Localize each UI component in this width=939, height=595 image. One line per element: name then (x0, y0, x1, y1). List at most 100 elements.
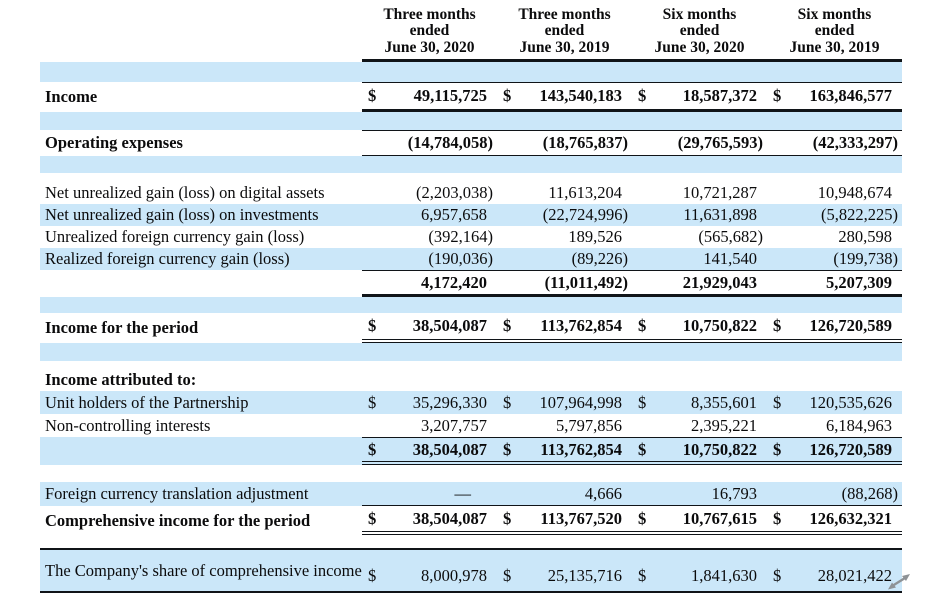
row-values: 4,172,420 (11,011,492) 21,929,043 5,207,309 (362, 270, 902, 297)
value-cell: $143,540,183 (497, 83, 632, 109)
value-cell: $8,000,978 (362, 550, 497, 591)
value-cell: (199,738) (767, 248, 902, 270)
cell-value: (5,822,225) (821, 205, 898, 224)
dollar-sign: $ (773, 86, 782, 105)
dollar-sign: $ (368, 508, 377, 528)
cell-value: (89,226) (571, 249, 628, 268)
dollar-sign: $ (503, 508, 512, 528)
row-label: Non-controlling interests (45, 415, 211, 435)
value-cell: 2,395,221 (632, 414, 767, 437)
row-values: $35,296,330 $107,964,998 $8,355,601 $120,53… (362, 391, 902, 414)
dollar-sign: $ (368, 86, 377, 105)
value-cell: 5,797,856 (497, 414, 632, 437)
cell-value: (199,738) (833, 249, 898, 268)
value-cell: $49,115,725 (362, 83, 497, 109)
spacer-row (40, 343, 902, 361)
row-label: Unrealized foreign currency gain (loss) (45, 227, 305, 247)
value-cell: 10,948,674 (767, 182, 902, 204)
dollar-sign: $ (368, 439, 377, 459)
row-total-attributed: $38,504,087 $113,762,854 $10,750,822 $126,7… (40, 437, 902, 465)
header-spacer (40, 0, 362, 62)
value-cell: $107,964,998 (497, 391, 632, 414)
row-comprehensive-income: Comprehensive income for the period $38,5… (40, 506, 902, 535)
cell-value: 163,846,577 (809, 86, 893, 105)
cell-value: (190,036) (428, 249, 493, 268)
row-net-unrealized-digital-assets: Net unrealized gain (loss) on digital as… (40, 182, 902, 204)
value-cell (632, 369, 767, 391)
row-values: 6,957,658 (22,724,996) 11,631,898 (5,822,22… (362, 204, 902, 226)
value-cell: $113,762,854 (497, 313, 632, 339)
value-cell: $126,632,321 (767, 506, 902, 531)
cell-value: 6,184,963 (826, 415, 892, 435)
spacer-row (40, 361, 902, 369)
cell-value: 5,207,309 (826, 272, 892, 292)
row-label: Net unrealized gain (loss) on digital as… (45, 183, 325, 203)
row-label: Income (45, 87, 98, 107)
cell-value: 16,793 (711, 483, 757, 503)
row-fx-translation-adjustment: Foreign currency translation adjustment —… (40, 482, 902, 506)
spacer-row (40, 173, 902, 182)
table-header: Three months ended June 30, 2020 Three m… (40, 0, 902, 62)
spacer-row (40, 465, 902, 482)
column-header-six-months-2020: Six months ended June 30, 2020 (654, 5, 745, 56)
cell-value: 113,767,520 (540, 508, 622, 528)
cell-value: 113,762,854 (540, 439, 622, 459)
cell-value: 28,021,422 (817, 566, 892, 585)
row-values (362, 369, 902, 391)
value-cell: 11,613,204 (497, 182, 632, 204)
value-cell: $38,504,087 (362, 506, 497, 531)
row-label: The Company's share of comprehensive inc… (45, 560, 362, 580)
row-unit-holders: Unit holders of the Partnership $35,296,3… (40, 391, 902, 414)
value-cell: (18,765,837) (497, 131, 632, 155)
value-cell: $113,762,854 (497, 438, 632, 461)
value-cell: (5,822,225) (767, 204, 902, 226)
value-cell: 11,631,898 (632, 204, 767, 226)
dollar-sign: $ (503, 439, 512, 459)
dollar-sign: $ (773, 316, 782, 335)
value-cell: 6,184,963 (767, 414, 902, 437)
dollar-sign: $ (773, 392, 782, 412)
value-cell: (88,268) (767, 482, 902, 505)
dollar-sign: $ (503, 316, 512, 335)
value-cell (362, 369, 497, 391)
cell-value: (88,268) (841, 483, 898, 503)
row-label: Net unrealized gain (loss) on investment… (45, 205, 319, 225)
spacer-row (40, 297, 902, 313)
value-cell: $35,296,330 (362, 391, 497, 414)
row-income-for-period: Income for the period $38,504,087 $113,762… (40, 313, 902, 343)
value-cell: — (362, 482, 497, 505)
resize-handle-icon[interactable] (886, 572, 912, 592)
cell-value: 11,631,898 (683, 205, 757, 224)
value-cell: 141,540 (632, 248, 767, 270)
header-columns: Three months ended June 30, 2020 Three m… (362, 0, 902, 62)
cell-value: 113,762,854 (540, 316, 622, 335)
cell-value: (14,784,058) (407, 133, 493, 152)
cell-value: (42,333,297) (812, 133, 898, 152)
cell-value: 10,948,674 (817, 183, 892, 202)
row-income-attributed-heading: Income attributed to: (40, 369, 902, 391)
value-cell: (89,226) (497, 248, 632, 270)
row-values: (190,036) (89,226) 141,540 (199,738) (362, 248, 902, 270)
cell-value: 8,000,978 (421, 566, 487, 585)
value-cell: (392,164) (362, 226, 497, 248)
value-cell (497, 369, 632, 391)
row-realized-fx-gain: Realized foreign currency gain (loss) (19… (40, 248, 902, 270)
cell-value: 38,504,087 (412, 439, 487, 459)
value-cell: $10,750,822 (632, 438, 767, 461)
value-cell: 4,666 (497, 482, 632, 505)
cell-value: (22,724,996) (542, 205, 628, 224)
cell-value: 10,721,287 (682, 183, 757, 202)
value-cell: $38,504,087 (362, 313, 497, 339)
row-values: 3,207,757 5,797,856 2,395,221 6,184,963 (362, 414, 902, 437)
value-cell: $163,846,577 (767, 83, 902, 109)
cell-value: 126,632,321 (809, 508, 893, 528)
cell-value: 25,135,716 (547, 566, 622, 585)
row-label: Operating expenses (45, 133, 183, 153)
value-cell: (14,784,058) (362, 131, 497, 155)
row-values: (2,203,038) 11,613,204 10,721,287 10,948,67… (362, 182, 902, 204)
value-cell: 6,957,658 (362, 204, 497, 226)
cell-value: 10,750,822 (682, 439, 757, 459)
cell-value: 10,750,822 (682, 316, 757, 335)
cell-value: 141,540 (703, 249, 757, 268)
value-cell: 3,207,757 (362, 414, 497, 437)
